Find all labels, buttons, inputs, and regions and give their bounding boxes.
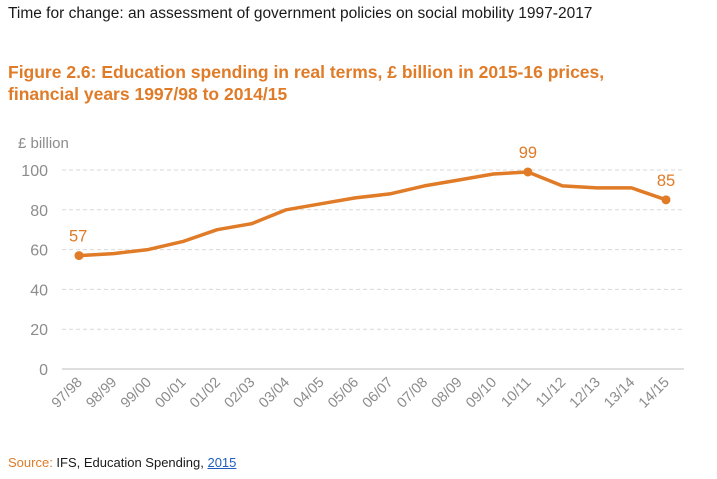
data-point-marker	[661, 195, 671, 205]
y-tick-label: 0	[39, 362, 48, 379]
x-tick-label: 12/13	[567, 375, 604, 412]
source-note: Source: IFS, Education Spending, 2015	[8, 455, 236, 470]
data-label: 99	[519, 144, 537, 162]
y-tick-label: 40	[30, 282, 48, 299]
x-tick-label: 10/11	[498, 375, 534, 411]
x-tick-label: 06/07	[360, 375, 397, 412]
x-tick-label: 97/98	[49, 375, 86, 412]
x-tick-label: 08/09	[429, 375, 466, 412]
y-tick-label: 20	[30, 322, 48, 339]
source-text: IFS, Education Spending,	[52, 455, 208, 470]
data-point-marker	[74, 251, 84, 261]
x-tick-label: 09/10	[463, 375, 500, 412]
x-tick-label: 13/14	[601, 375, 638, 412]
data-point-marker	[523, 167, 533, 177]
y-tick-label: 60	[30, 243, 48, 260]
x-tick-label: 14/15	[636, 375, 673, 412]
x-tick-label: 99/00	[118, 375, 155, 412]
figure-title-line-1: Figure 2.6: Education spending in real t…	[8, 62, 605, 82]
figure-title: Figure 2.6: Education spending in real t…	[8, 61, 698, 105]
x-tick-label: 03/04	[256, 375, 293, 412]
x-tick-label: 07/08	[394, 375, 431, 412]
x-tick-label: 01/02	[187, 375, 224, 412]
source-link[interactable]: 2015	[207, 455, 237, 470]
report-header: Time for change: an assessment of govern…	[8, 5, 593, 22]
x-tick-label: 04/05	[291, 375, 328, 412]
x-tick-label: 11/12	[533, 375, 569, 411]
figure-title-line-2: financial years 1997/98 to 2014/15	[8, 84, 288, 104]
source-label: Source:	[8, 455, 53, 470]
data-label: 85	[657, 172, 675, 190]
x-tick-label: 98/99	[83, 375, 120, 412]
x-tick-label: 02/03	[221, 375, 258, 412]
series-line	[77, 170, 668, 258]
data-label: 57	[69, 228, 87, 246]
x-tick-label: 00/01	[152, 375, 189, 412]
x-tick-label: 05/06	[325, 375, 362, 412]
y-tick-label: 100	[21, 163, 48, 180]
y-axis-label: £ billion	[18, 135, 69, 152]
y-tick-label: 80	[30, 203, 48, 220]
